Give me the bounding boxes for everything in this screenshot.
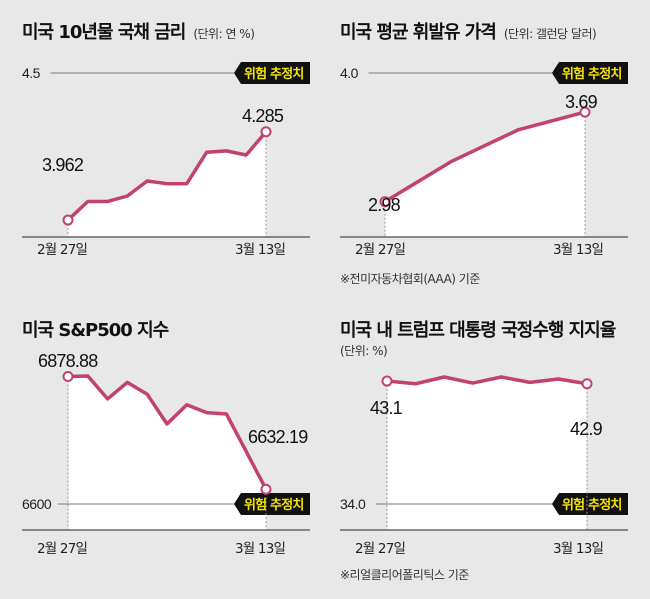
- chart2-ref-label: 4.0: [340, 65, 359, 81]
- chart3-start-value: 6878.88: [38, 351, 98, 371]
- chart2-unit: (단위: 갤런당 달러): [503, 27, 597, 41]
- chart1-unit: (단위: 연 %): [193, 27, 255, 41]
- chart4-title: 미국 내 트럼프 대통령 국정수행 지지율: [340, 316, 616, 342]
- chart3-ref-label: 6600: [22, 496, 52, 512]
- chart4-unit: (단위: %): [340, 344, 388, 358]
- chart3-point-start: [62, 371, 74, 383]
- chart4-point-start: [381, 375, 393, 387]
- chart1-start-value: 3.962: [42, 155, 84, 175]
- chart4-x-label: 3월 13일: [553, 541, 603, 557]
- chart3-point-end: [260, 483, 272, 495]
- chart2-x-label: 2월 27일: [355, 242, 405, 258]
- chart2-point-end: [579, 106, 591, 118]
- chart1-risk-tag-bg: [234, 62, 310, 84]
- chart4-x-label: 2월 27일: [355, 541, 405, 557]
- chart3-risk-tag: 위험 추정치: [244, 497, 304, 513]
- chart4-ref-label: 34.0: [340, 496, 366, 512]
- chart3-x-label: 3월 13일: [235, 541, 285, 557]
- chart2-risk-tag: 위험 추정치: [562, 66, 622, 82]
- chart3-title: 미국 S&P500 지수: [22, 316, 169, 342]
- chart3-x-label: 2월 27일: [37, 541, 87, 557]
- chart3-svg: 6600 위험 추정치 6878.88 6632.19 2월 27일 3월 13일: [22, 351, 310, 557]
- chart1-point-end: [260, 126, 272, 138]
- chart1-x-label: 2월 27일: [37, 242, 87, 258]
- chart4-series-line: [385, 375, 589, 386]
- chart2-point-start: [379, 196, 391, 208]
- chart2-end-value: 3.69: [565, 92, 598, 112]
- chart4-point-end: [581, 378, 593, 390]
- chart1-title-text: 미국 10년물 국채 금리: [22, 22, 186, 43]
- chart2-series-line: [383, 110, 587, 204]
- chart2-risk-tag-bg: [552, 62, 628, 84]
- chart1-x-label: 3월 13일: [235, 242, 285, 258]
- chart4-title-text: 미국 내 트럼프 대통령 국정수행 지지율: [340, 320, 616, 341]
- chart3-risk-tag-bg: [234, 493, 310, 515]
- chart1-risk-tag: 위험 추정치: [244, 66, 304, 82]
- chart1-point-start: [62, 214, 74, 226]
- chart2-note: ※전미자동차협회(AAA) 기준: [340, 272, 480, 286]
- chart2-start-value: 2.98: [368, 195, 401, 215]
- chart4-risk-tag: 위험 추정치: [562, 497, 622, 513]
- chart4-area-fill: [387, 377, 587, 530]
- chart4-end-value: 42.9: [570, 419, 603, 439]
- chart1-end-value: 4.285: [242, 106, 284, 126]
- chart2-svg: 4.0 위험 추정치 2.98 3.69 2월 27일 3월 13일: [340, 62, 628, 258]
- chart2-title: 미국 평균 휘발유 가격 (단위: 갤런당 달러): [340, 18, 597, 44]
- chart4-start-value: 43.1: [370, 398, 403, 418]
- chart1-svg: 4.5 위험 추정치 3.962 4.285 2월 27일 3월 13일: [22, 62, 310, 258]
- chart3-end-value: 6632.19: [248, 427, 308, 447]
- chart2-title-text: 미국 평균 휘발유 가격: [340, 22, 497, 43]
- chart3-title-text: 미국 S&P500 지수: [22, 320, 169, 341]
- chart4-risk-tag-bg: [552, 493, 628, 515]
- chart1-title: 미국 10년물 국채 금리 (단위: 연 %): [22, 18, 255, 44]
- chart2-x-label: 3월 13일: [553, 242, 603, 258]
- chart4-note: ※리얼클리어폴리틱스 기준: [340, 568, 469, 582]
- chart2-area-fill: [385, 112, 585, 237]
- chart1-ref-label: 4.5: [22, 65, 41, 81]
